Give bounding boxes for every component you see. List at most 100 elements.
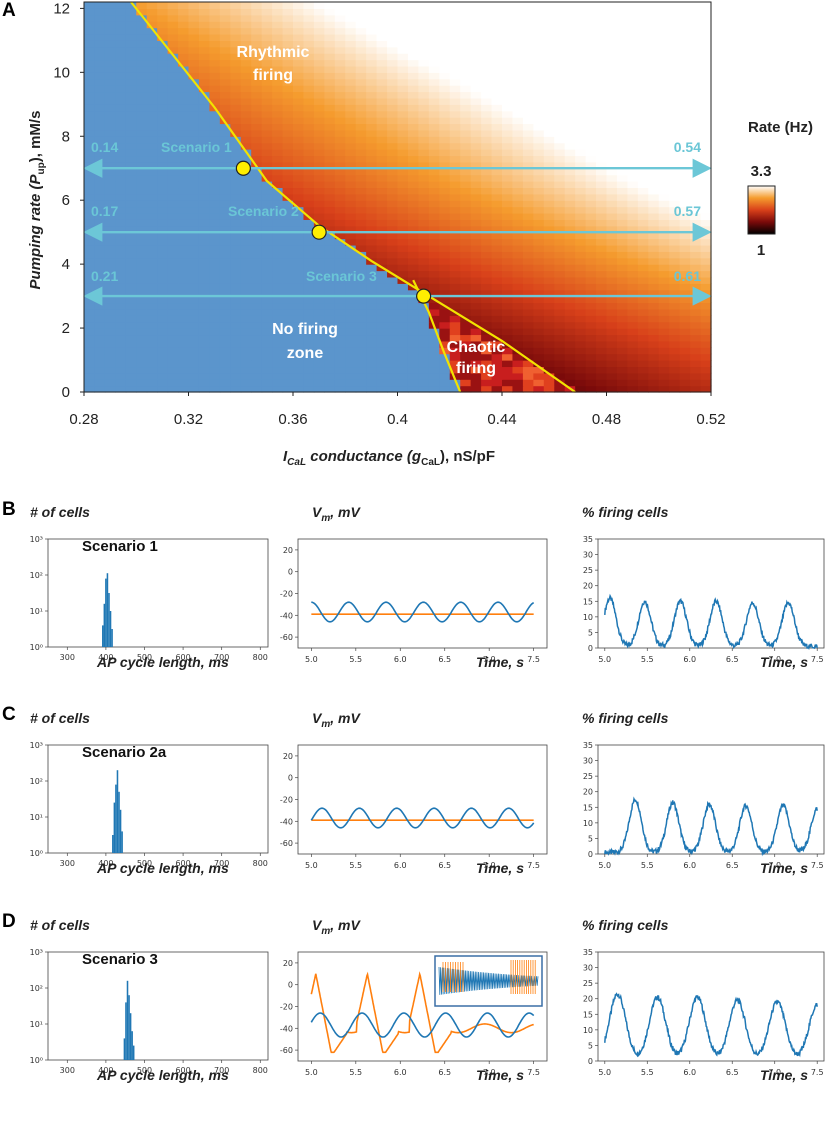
- heatmap-cell: [104, 193, 116, 201]
- heatmap-cell: [251, 308, 263, 316]
- heatmap-cell: [240, 251, 252, 259]
- heatmap-cell: [585, 174, 597, 182]
- heatmap-cell: [669, 244, 681, 252]
- heatmap-cell: [157, 206, 169, 214]
- heatmap-cell: [669, 315, 681, 323]
- heatmap-cell: [491, 129, 503, 137]
- heatmap-cell: [376, 72, 388, 80]
- heatmap-cell: [512, 85, 524, 93]
- heatmap-cell: [428, 200, 440, 208]
- heatmap-cell: [261, 328, 273, 336]
- heatmap-cell: [481, 302, 493, 310]
- heatmap-cell: [188, 270, 200, 278]
- heatmap-cell: [355, 91, 367, 99]
- heatmap-cell: [282, 200, 294, 208]
- heatmap-cell: [198, 257, 210, 265]
- heatmap-cell: [376, 8, 388, 16]
- heatmap-cell: [428, 379, 440, 387]
- heatmap-cell: [313, 212, 325, 220]
- heatmap-cell: [700, 136, 712, 144]
- heatmap-cell: [533, 315, 545, 323]
- heatmap-cell: [575, 46, 587, 54]
- heatmap-cell: [449, 200, 461, 208]
- hist-y-tick-label: 10³: [30, 535, 43, 544]
- heatmap-cell: [313, 174, 325, 182]
- heatmap-cell: [293, 283, 305, 291]
- heatmap-cell: [136, 353, 148, 361]
- heatmap-cell: [700, 129, 712, 137]
- heatmap-cell: [198, 27, 210, 35]
- heatmap-cell: [282, 193, 294, 201]
- heatmap-cell: [606, 72, 618, 80]
- heatmap-cell: [376, 328, 388, 336]
- heatmap-cell: [240, 340, 252, 348]
- vm-y-tick-label: 20: [283, 959, 293, 968]
- heatmap-cell: [136, 251, 148, 259]
- heatmap-cell: [188, 328, 200, 336]
- heatmap-cell: [669, 85, 681, 93]
- heatmap-cell: [596, 21, 608, 29]
- heatmap-cell: [94, 193, 106, 201]
- heatmap-cell: [188, 347, 200, 355]
- heatmap-cell: [439, 283, 451, 291]
- heatmap-cell: [669, 257, 681, 265]
- heatmap-cell: [460, 97, 472, 105]
- heatmap-cell: [502, 85, 514, 93]
- heatmap-cell: [115, 200, 127, 208]
- heatmap-cell: [366, 340, 378, 348]
- heatmap-cell: [690, 219, 702, 227]
- heatmap-cell: [439, 360, 451, 368]
- heatmap-cell: [209, 123, 221, 131]
- heatmap-cell: [167, 200, 179, 208]
- heatmap-cell: [167, 360, 179, 368]
- heatmap-cell: [178, 193, 190, 201]
- heatmap-cell: [585, 27, 597, 35]
- heatmap-cell: [481, 212, 493, 220]
- heatmap-cell: [470, 347, 482, 355]
- heatmap-cell: [188, 219, 200, 227]
- heatmap-cell: [376, 46, 388, 54]
- y-tick-label: 10: [53, 64, 70, 81]
- heatmap-cell: [397, 123, 409, 131]
- heatmap-cell: [627, 27, 639, 35]
- heatmap-cell: [366, 353, 378, 361]
- heatmap-cell: [554, 347, 566, 355]
- heatmap-cell: [303, 340, 315, 348]
- heatmap-cell: [251, 129, 263, 137]
- heatmap-cell: [157, 257, 169, 265]
- heatmap-cell: [543, 360, 555, 368]
- heatmap-cell: [303, 251, 315, 259]
- heatmap-cell: [303, 136, 315, 144]
- heatmap-cell: [230, 2, 242, 9]
- heatmap-cell: [84, 155, 96, 163]
- heatmap-cell: [470, 2, 482, 9]
- heatmap-cell: [345, 136, 357, 144]
- heatmap-cell: [94, 65, 106, 73]
- heatmap-cell: [491, 110, 503, 118]
- heatmap-cell: [616, 270, 628, 278]
- heatmap-cell: [543, 97, 555, 105]
- heatmap-cell: [554, 27, 566, 35]
- heatmap-cell: [387, 104, 399, 112]
- heatmap-cell: [627, 72, 639, 80]
- heatmap-cell: [293, 14, 305, 22]
- heatmap-cell: [449, 46, 461, 54]
- heatmap-cell: [219, 283, 231, 291]
- heatmap-cell: [387, 78, 399, 86]
- heatmap-cell: [188, 193, 200, 201]
- heatmap-cell: [596, 334, 608, 342]
- heatmap-cell: [178, 14, 190, 22]
- heatmap-cell: [606, 340, 618, 348]
- heatmap-cell: [648, 85, 660, 93]
- heatmap-cell: [700, 21, 712, 29]
- heatmap-cell: [439, 372, 451, 380]
- heatmap-cell: [449, 372, 461, 380]
- hist-x-tick-label: 500: [137, 859, 152, 868]
- heatmap-cell: [334, 110, 346, 118]
- heatmap-cell: [606, 97, 618, 105]
- heatmap-cell: [125, 117, 137, 125]
- heatmap-cell: [178, 72, 190, 80]
- heatmap-cell: [293, 372, 305, 380]
- heatmap-cell: [648, 340, 660, 348]
- heatmap-cell: [596, 136, 608, 144]
